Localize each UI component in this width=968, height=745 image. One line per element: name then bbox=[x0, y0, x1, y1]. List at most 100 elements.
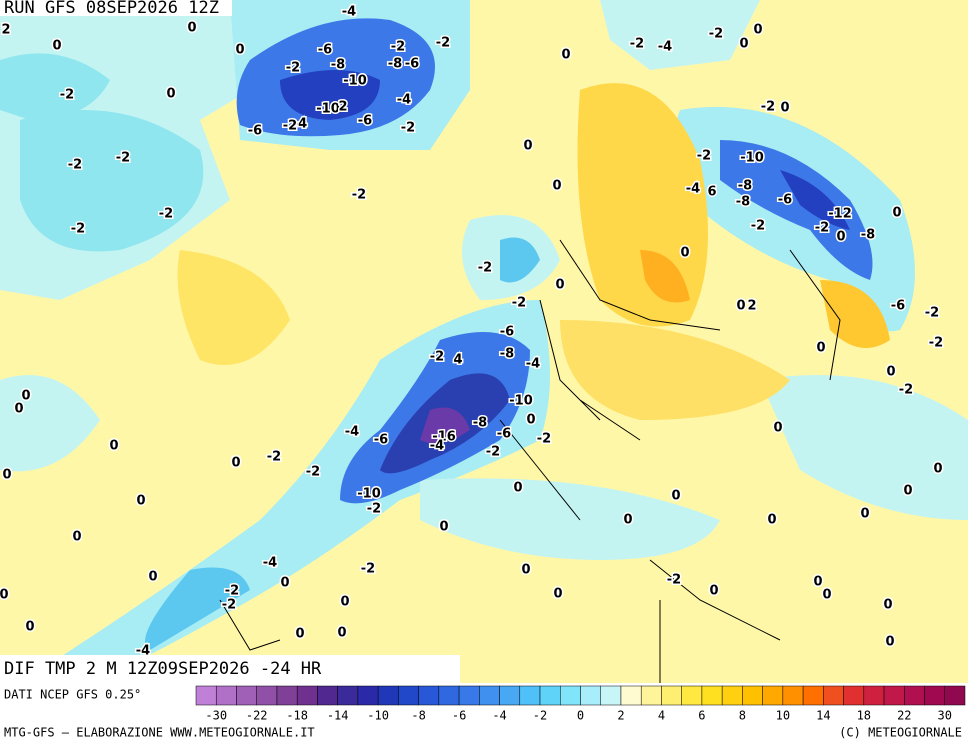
map-title: DIF TMP 2 M 12Z09SEP2026 -24 HR bbox=[4, 659, 322, 679]
colorbar-label: -2 bbox=[533, 709, 547, 723]
contour-label: 0 bbox=[780, 101, 789, 116]
contour-label: 0 bbox=[25, 620, 34, 635]
contour-label: 0 bbox=[892, 206, 901, 221]
contour-label: -8 bbox=[736, 195, 750, 210]
contour-label: 0 bbox=[709, 584, 718, 599]
data-source: DATI NCEP GFS 0.25° bbox=[4, 688, 141, 702]
contour-label: 0 bbox=[736, 299, 745, 314]
colorbar-label: 4 bbox=[658, 709, 665, 723]
colorbar-label: -8 bbox=[411, 709, 425, 723]
contour-label: 0 bbox=[883, 598, 892, 613]
contour-label: -10 bbox=[316, 102, 340, 117]
contour-label: -4 bbox=[430, 439, 444, 454]
contour-label: 0 bbox=[886, 365, 895, 380]
contour-label: -16 bbox=[432, 430, 456, 445]
colorbar-swatch bbox=[317, 685, 338, 706]
contour-label: -8 bbox=[861, 228, 875, 243]
contour-label: -6 bbox=[891, 299, 905, 314]
colorbar-swatch bbox=[337, 685, 359, 706]
contour-label: 0 bbox=[340, 595, 349, 610]
credit: MTG-GFS — ELABORAZIONE WWW.METEOGIORNALE… bbox=[4, 726, 315, 740]
contour-label: -4 bbox=[293, 117, 307, 132]
contour-label: -8 bbox=[500, 347, 514, 362]
contour-label: 0 bbox=[52, 39, 61, 54]
contour-label: 0 bbox=[553, 587, 562, 602]
contour-label: -8 bbox=[388, 57, 402, 72]
contour-label: 6 bbox=[707, 185, 716, 200]
colorbar-label: 14 bbox=[816, 709, 830, 723]
contour-label: -2 bbox=[925, 306, 939, 321]
contour-label: -2 bbox=[222, 598, 236, 613]
colorbar-swatch bbox=[458, 685, 480, 706]
colorbar-swatch bbox=[296, 685, 318, 706]
colorbar-label: -14 bbox=[327, 709, 349, 723]
colorbar-label: 10 bbox=[776, 709, 790, 723]
contour-label: 0 bbox=[773, 421, 782, 436]
contour-label: -2 bbox=[929, 336, 943, 351]
contour-label: 0 bbox=[72, 530, 81, 545]
contour-label: 2 bbox=[1, 23, 10, 38]
contour-label: -2 bbox=[391, 40, 405, 55]
contour-label: 0 bbox=[521, 563, 530, 578]
colorbar-swatch bbox=[418, 685, 440, 706]
contour-label: 0 bbox=[885, 635, 894, 650]
colorbar-swatch bbox=[843, 685, 865, 706]
contour-label: 0 bbox=[903, 484, 912, 499]
copyright: (C) METEOGIORNALE bbox=[839, 726, 962, 740]
contour-label: 0 bbox=[0, 588, 9, 603]
contour-label: 0 bbox=[14, 402, 23, 417]
contour-label: -2 bbox=[430, 350, 444, 365]
colorbar-swatch bbox=[701, 685, 723, 706]
colorbar-swatch bbox=[377, 685, 399, 706]
contour-label: -6 bbox=[500, 325, 514, 340]
contour-label: -2 bbox=[159, 207, 173, 222]
colorbar-swatch bbox=[661, 685, 682, 706]
contour-label: -4 bbox=[397, 93, 411, 108]
colorbar-swatch bbox=[924, 685, 946, 706]
colorbar-swatch bbox=[681, 685, 703, 706]
contour-label: 4 bbox=[453, 353, 462, 368]
colorbar-swatch bbox=[580, 685, 601, 706]
contour-label: -2 bbox=[486, 445, 500, 460]
colorbar-swatch bbox=[721, 685, 743, 706]
contour-label: -8 bbox=[473, 416, 487, 431]
colorbar-swatch bbox=[539, 685, 561, 706]
contour-label: 0 bbox=[295, 627, 304, 642]
contour-label: -6 bbox=[374, 433, 388, 448]
contour-label: -2 bbox=[60, 88, 74, 103]
colorbar-label: -6 bbox=[452, 709, 466, 723]
contour-label: 0 bbox=[671, 489, 680, 504]
contour-label: -2 bbox=[361, 562, 375, 577]
contour-label: 0 bbox=[523, 139, 532, 154]
contour-label: -2 bbox=[401, 121, 415, 136]
contour-label: -2 bbox=[283, 119, 297, 134]
contour-label: 0 bbox=[136, 494, 145, 509]
contour-label: -2 bbox=[116, 151, 130, 166]
contour-label: -2 bbox=[537, 432, 551, 447]
contour-label: 0 bbox=[439, 520, 448, 535]
contour-label: 0 bbox=[822, 588, 831, 603]
contour-label: -2 bbox=[512, 296, 526, 311]
colorbar-swatch bbox=[742, 685, 763, 706]
contour-label: 0 bbox=[337, 626, 346, 641]
contour-label: -10 bbox=[357, 487, 381, 502]
colorbar-label: -22 bbox=[246, 709, 268, 723]
contour-label: -6 bbox=[778, 193, 792, 208]
contour-label: 0 bbox=[680, 246, 689, 261]
contour-label: -6 bbox=[318, 43, 332, 58]
contour-label: -8 bbox=[331, 58, 345, 73]
contour-label: 0 bbox=[813, 575, 822, 590]
colorbar-swatch bbox=[499, 685, 521, 706]
colorbar-swatch bbox=[904, 685, 925, 706]
contour-label: -8 bbox=[738, 179, 752, 194]
colorbar-swatch bbox=[398, 685, 419, 706]
colorbar-swatch bbox=[782, 685, 804, 706]
colorbar-label: 30 bbox=[938, 709, 952, 723]
contour-labels: -42 00 0 -6 -2 -2-2 -8 -8 -60-2 -4 0-2 00-2-10-4-10… bbox=[0, 3, 945, 660]
colorbar-swatch bbox=[762, 685, 784, 706]
contour-label: -4 bbox=[686, 182, 700, 197]
colorbar-swatch bbox=[438, 685, 460, 706]
colorbar-swatch bbox=[236, 685, 257, 706]
contour-label: -2 bbox=[306, 465, 320, 480]
